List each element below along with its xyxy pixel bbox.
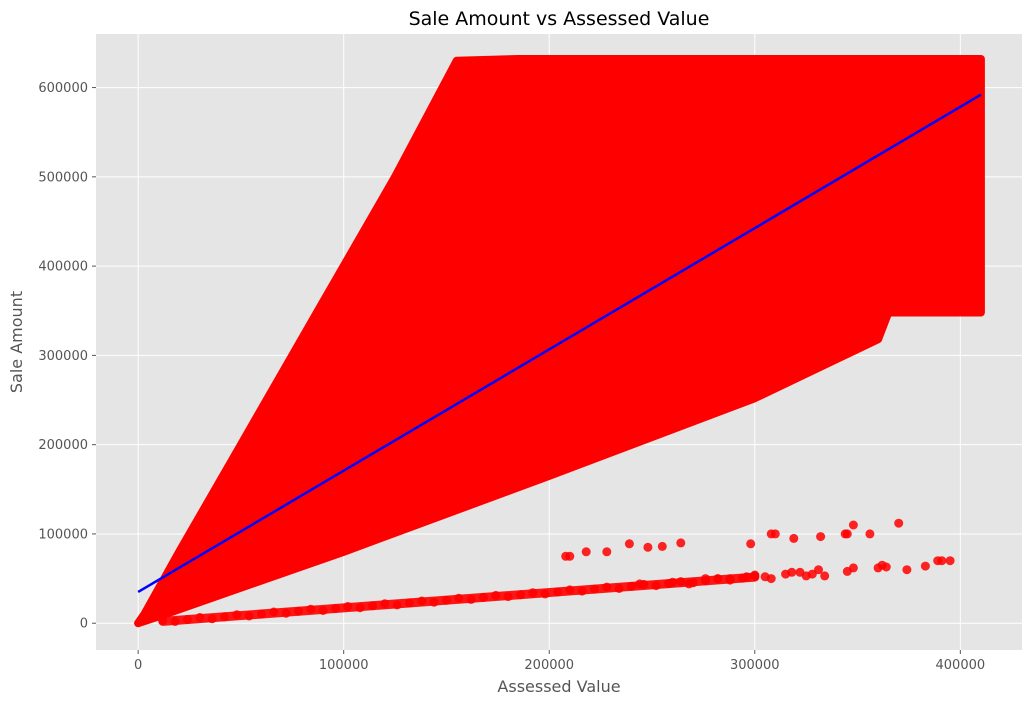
scatter-point <box>405 598 414 608</box>
scatter-point <box>902 565 912 575</box>
scatter-point <box>814 565 823 575</box>
scatter-point <box>664 579 673 589</box>
scatter-point <box>553 587 562 597</box>
scatter-point <box>244 611 254 621</box>
scatter-point <box>945 556 955 566</box>
x-axis-label: Assessed Value <box>497 677 620 696</box>
scatter-point <box>688 578 698 588</box>
x-tick-label: 200000 <box>524 658 574 673</box>
scatter-point <box>820 571 830 581</box>
chart-title: Sale Amount vs Assessed Value <box>409 8 710 30</box>
scatter-point <box>590 584 599 594</box>
scatter-point <box>491 590 501 600</box>
scatter-point <box>479 592 488 602</box>
scatter-point <box>657 541 667 551</box>
scatter-point <box>355 603 365 613</box>
y-axis-label: Sale Amount <box>7 291 26 393</box>
scatter-point <box>676 538 686 548</box>
scatter-point <box>565 585 575 595</box>
scatter-point <box>380 599 390 609</box>
scatter-point <box>516 590 525 600</box>
scatter-point <box>466 594 476 604</box>
x-tick-label: 300000 <box>730 658 780 673</box>
scatter-point <box>577 586 587 596</box>
scatter-point <box>643 542 653 552</box>
scatter-point <box>195 613 205 622</box>
scatter-point <box>528 588 538 598</box>
x-tick-label: 400000 <box>936 658 986 673</box>
scatter-point <box>232 610 242 620</box>
scatter-point <box>581 547 591 557</box>
scatter-point <box>503 592 513 602</box>
scatter-point <box>602 547 612 557</box>
x-tick-label: 0 <box>134 658 142 673</box>
scatter-point <box>220 612 229 622</box>
scatter-point <box>842 529 852 539</box>
scatter-point <box>170 617 180 626</box>
scatter-point <box>207 614 217 624</box>
scatter-point <box>624 539 634 549</box>
scatter-point <box>565 551 575 561</box>
scatter-point <box>865 529 875 539</box>
scatter-point <box>602 582 612 592</box>
scatter-point <box>269 607 279 617</box>
scatter-point <box>639 579 649 589</box>
scatter-point <box>937 556 947 566</box>
scatter-point <box>894 518 904 528</box>
scatter-point <box>614 583 624 593</box>
scatter-point <box>816 532 826 542</box>
scatter-point <box>651 581 661 591</box>
scatter-point <box>183 615 192 624</box>
regression-line <box>137 93 982 594</box>
scatter-point <box>429 597 439 607</box>
scatter-point <box>417 596 427 606</box>
scatter-point <box>306 604 316 614</box>
scatter-point <box>848 563 858 573</box>
x-tick-label: 100000 <box>319 658 369 673</box>
scatter-point <box>725 575 735 585</box>
scatter-dense-cloud <box>134 55 985 628</box>
scatter-point <box>766 574 776 584</box>
scatter-point <box>294 606 303 616</box>
scatter-point <box>257 609 266 619</box>
y-tick-label: 100000 <box>38 527 88 542</box>
scatter-point <box>318 606 328 615</box>
y-tick-label: 0 <box>80 617 88 632</box>
scatter-point <box>770 529 780 539</box>
scatter-point <box>746 539 756 549</box>
y-tick-label: 400000 <box>38 260 88 275</box>
scatter-point <box>787 567 797 577</box>
scatter-point <box>848 520 858 530</box>
scatter-point <box>331 604 340 613</box>
scatter-point <box>676 577 686 587</box>
scatter-point <box>343 602 353 611</box>
scatter-point <box>738 573 747 583</box>
scatter-point <box>713 574 723 584</box>
scatter-point <box>920 561 930 571</box>
scatter-point <box>701 576 710 586</box>
scatter-point <box>750 571 760 581</box>
scatter-point <box>442 595 451 605</box>
y-tick-label: 300000 <box>38 349 88 364</box>
scatter-point <box>789 533 799 543</box>
scatter-point <box>881 562 891 572</box>
y-tick-label: 600000 <box>38 81 88 96</box>
scatter-point <box>368 601 377 611</box>
scatter-point <box>540 589 550 599</box>
scatter-point <box>158 615 168 625</box>
scatter-point <box>627 581 636 591</box>
scatter-point <box>454 593 464 603</box>
scatter-point <box>392 600 402 610</box>
y-tick-label: 500000 <box>38 170 88 185</box>
scatter-point <box>281 608 291 618</box>
y-tick-label: 200000 <box>38 438 88 453</box>
